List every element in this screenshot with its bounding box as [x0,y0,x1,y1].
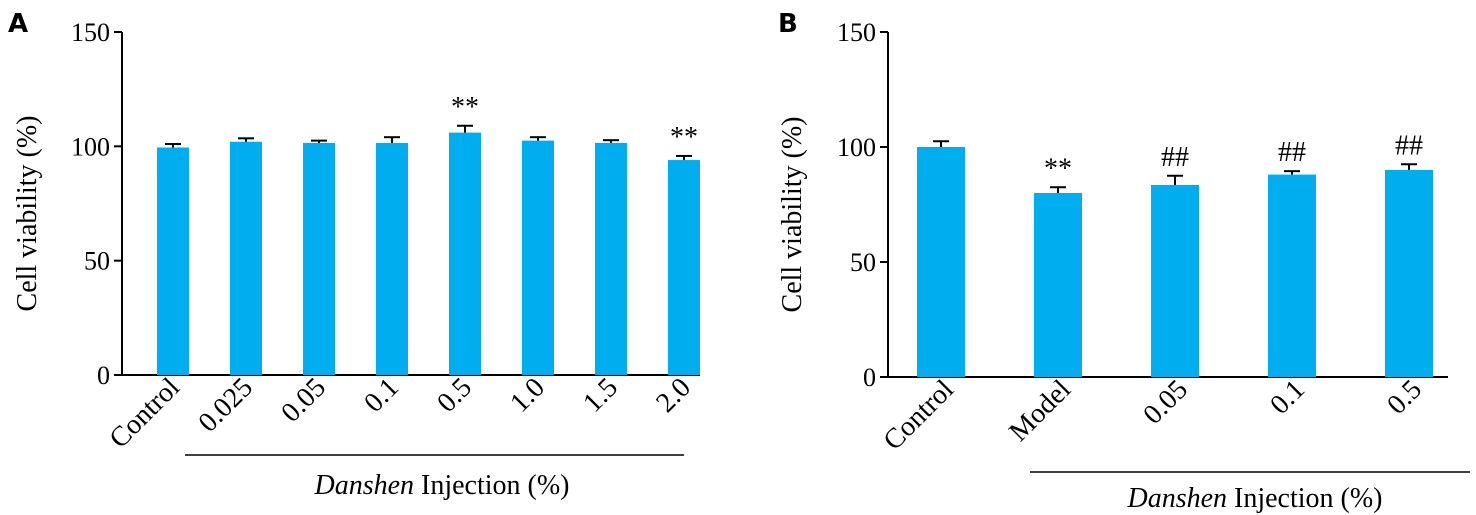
y-tick-label: 150 [837,18,876,47]
significance-marker: ** [451,92,479,123]
bar [230,141,262,375]
y-tick-label: 0 [97,361,110,390]
category-label: 0.5 [431,372,478,419]
y-tick-label: 50 [84,247,110,276]
significance-marker: ** [670,122,698,153]
significance-marker: ** [1044,153,1072,184]
bar [1385,170,1433,377]
category-label: Control [878,374,961,457]
category-label: 0.1 [358,372,405,419]
significance-marker: ## [1395,130,1423,161]
bar [449,132,481,375]
significance-marker: ## [1278,137,1306,168]
category-label: 1.0 [504,372,551,419]
category-label: 2.0 [650,372,697,419]
category-label: Model [1003,374,1077,448]
category-label: 0.025 [192,372,258,438]
panel-a: A 0 50 100 150 Cell viability (%) Control 0.025… [8,9,700,501]
y-tick-label: 150 [71,18,110,47]
group-label-rest: Injection (%) [414,470,570,501]
significance-marker: ## [1161,142,1189,173]
y-tick-label: 100 [837,133,876,162]
bar [376,142,408,375]
bar [522,140,554,375]
bar [917,147,965,377]
bar [303,142,335,375]
y-tick-label: 50 [850,248,876,277]
y-axis-title: Cell viability (%) [12,116,43,312]
y-axis-title: Cell viability (%) [777,117,808,313]
bar [1034,193,1082,377]
y-tick-label: 0 [863,363,876,392]
bar [1151,184,1199,377]
bar [157,147,189,375]
category-label: 0.1 [1264,374,1311,421]
category-label: 1.5 [577,372,624,419]
category-label: 0.5 [1381,374,1428,421]
category-label: Control [104,372,187,455]
bar [668,160,700,375]
group-label-italic: Danshen [1126,483,1227,514]
category-label: 0.05 [275,372,332,429]
group-label-italic: Danshen [313,470,414,501]
group-label-rest: Injection (%) [1227,483,1383,514]
category-label: 0.05 [1137,374,1194,431]
panel-b: B 0 50 100 150 Cell viability (%) Control ** Mod… [777,9,1470,514]
panel-letter: B [778,9,798,39]
group-label: Danshen Injection (%) [1126,483,1382,514]
group-label: Danshen Injection (%) [313,470,569,501]
y-tick-label: 100 [71,132,110,161]
panel-letter: A [8,9,28,39]
bar [595,142,627,375]
bar [1268,174,1316,377]
